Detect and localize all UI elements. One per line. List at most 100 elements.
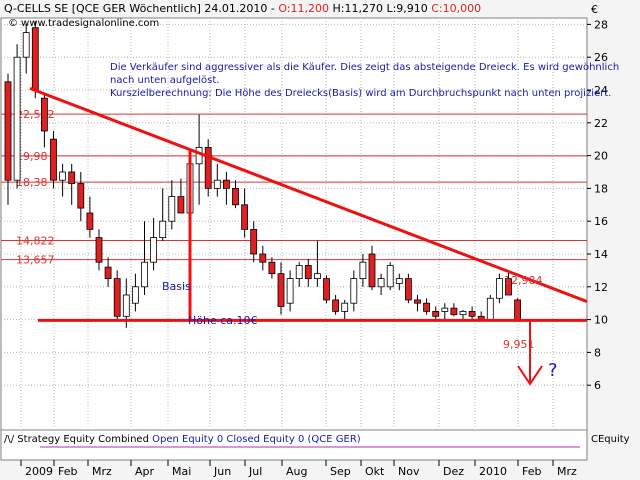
candle-body xyxy=(250,228,258,255)
candle-body xyxy=(122,294,130,317)
candle-body xyxy=(41,97,48,132)
annotations-overlay: Basis Höhe ca.10€ 12,984 9,951? xyxy=(29,86,588,386)
candle-body xyxy=(313,273,321,279)
candle-body xyxy=(514,299,521,321)
resistance-label: 14,822 xyxy=(16,235,55,248)
x-tick-label: Mrz xyxy=(557,465,577,478)
time-axis: 2009 Feb Mrz Apr Mai Jun Jul Aug Sep Okt Nov Dez 201… xyxy=(20,460,577,478)
x-tick-label: 2009 xyxy=(25,465,53,478)
candle-body xyxy=(304,265,312,280)
x-tick-label: Sep xyxy=(330,465,351,478)
candle-body xyxy=(332,299,340,312)
y-tick-label: 28 xyxy=(594,18,608,31)
open-value: O:11,200 xyxy=(278,2,329,15)
indicator-panel xyxy=(0,429,588,461)
target-arrow-head xyxy=(517,365,543,386)
resistance-label: 13,657 xyxy=(16,254,55,267)
candle-body xyxy=(441,307,449,312)
x-tick-label: Okt xyxy=(365,465,385,478)
candle-body xyxy=(141,261,148,288)
x-tick-label: Feb xyxy=(522,465,541,478)
indicator-title: Strategy Equity Combined xyxy=(17,434,149,445)
candle-body xyxy=(432,310,440,317)
candle-body xyxy=(50,138,57,181)
y-tick-label: 18 xyxy=(594,182,608,195)
candlesticks xyxy=(4,21,521,328)
y-tick-label: 6 xyxy=(594,379,601,392)
y-tick-label: 26 xyxy=(594,51,608,64)
indicator-open-equity: Open Equity 0 xyxy=(152,434,224,445)
x-tick-label: Jun xyxy=(213,465,231,478)
candle-body xyxy=(232,187,239,206)
candle-body xyxy=(368,253,376,288)
x-tick-label: Dez xyxy=(443,465,464,478)
x-tick-label: Feb xyxy=(58,465,77,478)
note-line-3: Kurszielberechnung: Die Höhe des Dreieck… xyxy=(110,88,612,99)
indicator-symbol: /\/ xyxy=(4,434,15,445)
candle-body xyxy=(459,310,467,316)
y-tick-label: 22 xyxy=(594,117,608,130)
candle-body xyxy=(77,183,85,209)
candle-body xyxy=(213,179,221,189)
low-value-label: 9,951 xyxy=(503,338,535,351)
candle-body xyxy=(204,146,212,189)
candle-body xyxy=(350,278,358,304)
note-line-2: nach unten aufgelöst. xyxy=(110,75,220,86)
chart-header: Q-CELLS SE [QCE GER Wöchentlich] 24.01.2… xyxy=(4,2,481,15)
question-mark: ? xyxy=(548,360,558,381)
symbol-label: Q-CELLS SE [QCE GER Wöchentlich] 24.01.2… xyxy=(4,2,275,15)
indicator-instrument: (QCE GER) xyxy=(307,434,361,445)
plot-area xyxy=(0,17,588,431)
y-tick-label: 16 xyxy=(594,215,608,228)
candle-body xyxy=(295,265,303,280)
high-value-label: 12,984 xyxy=(504,274,543,287)
candle-body xyxy=(13,56,21,181)
y-tick-label: 20 xyxy=(594,150,608,163)
candle-body xyxy=(150,237,158,263)
candle-body xyxy=(268,261,276,275)
candle-body xyxy=(131,286,139,304)
x-tick-label: Aug xyxy=(286,465,307,478)
candle-body xyxy=(323,278,330,301)
indicator-closed-equity: Closed Equity 0 xyxy=(226,434,305,445)
candle-body xyxy=(404,278,412,301)
candle-body xyxy=(341,302,349,312)
resistance-label: 18,38 xyxy=(16,176,48,189)
x-tick-label: Jul xyxy=(248,465,262,478)
hlc-values: H:11,270 L:9,910 xyxy=(332,2,428,15)
candle-body xyxy=(168,196,176,222)
candle-body xyxy=(423,302,431,312)
equity-axis-label: CEquity xyxy=(591,434,630,445)
candle-body xyxy=(495,278,503,299)
candle-body xyxy=(159,220,167,238)
candle-body xyxy=(195,146,203,165)
y-tick-label: 12 xyxy=(594,281,608,294)
y-tick-label: 24 xyxy=(594,84,608,97)
candle-body xyxy=(113,278,121,317)
close-value: C:10,000 xyxy=(431,2,482,15)
candle-body xyxy=(104,266,112,279)
resistance-label: 22,532 xyxy=(16,108,55,121)
trend-line xyxy=(29,86,588,303)
source-label: © www.tradesignalonline.com xyxy=(8,18,160,29)
candle-body xyxy=(286,278,294,304)
y-tick-label: 8 xyxy=(594,346,601,359)
note-line-1: Die Verkäufer sind aggressiver als die K… xyxy=(110,62,620,73)
candle-body xyxy=(86,212,94,230)
candle-body xyxy=(450,307,458,316)
y-tick-label: 14 xyxy=(594,248,608,261)
candle-body xyxy=(486,297,494,320)
hoehe-label: Höhe ca.10€ xyxy=(188,314,258,327)
candle-body xyxy=(359,261,367,280)
x-tick-label: Nov xyxy=(398,465,420,478)
candle-body xyxy=(222,179,230,189)
candle-body xyxy=(377,278,385,288)
candle-body xyxy=(59,171,66,181)
candle-body xyxy=(22,32,30,58)
candle-body xyxy=(95,237,103,263)
candle-body xyxy=(241,204,249,230)
x-tick-label: 2010 xyxy=(479,465,507,478)
candle-body xyxy=(68,171,76,184)
candle-body xyxy=(4,81,12,181)
